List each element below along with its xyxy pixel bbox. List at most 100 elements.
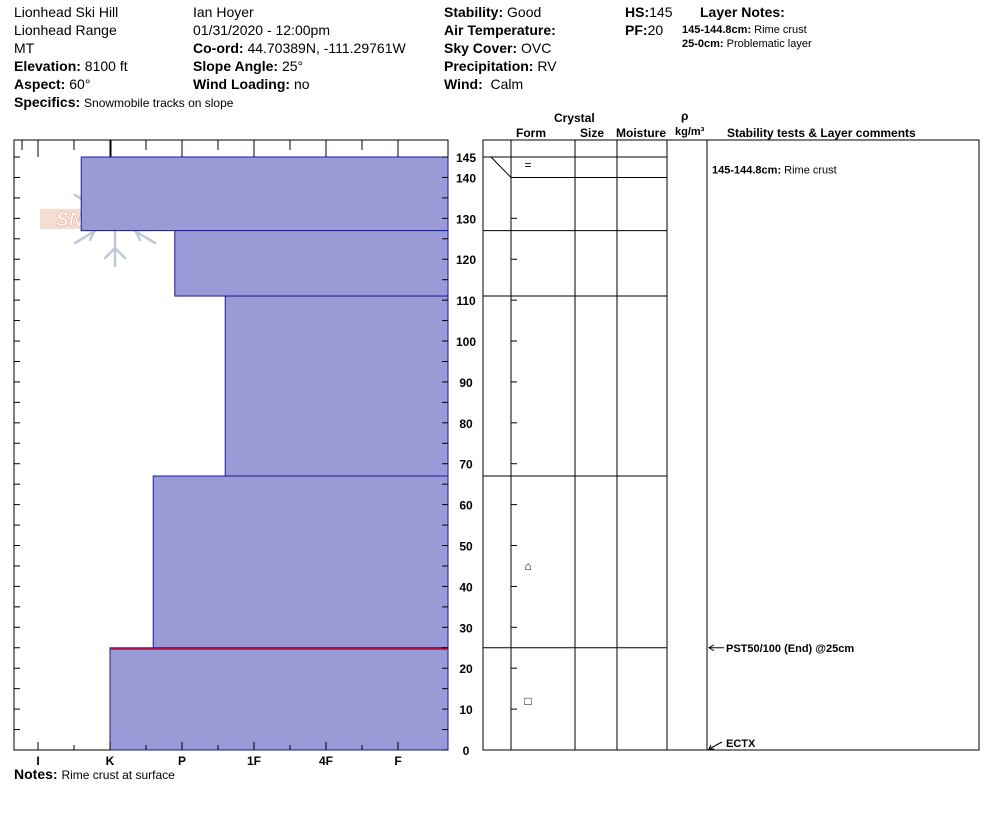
size-header: Size bbox=[580, 126, 605, 140]
hardness-tick-label: F bbox=[394, 754, 401, 768]
pf-label: PF: bbox=[625, 22, 648, 38]
notes-label: Notes: bbox=[14, 766, 58, 782]
hardness-layer-bar bbox=[80, 156, 449, 232]
stability-label: Stability: bbox=[444, 4, 504, 20]
location-name: Lionhead Ski Hill bbox=[14, 4, 119, 20]
layer-note-range: 145-144.8cm: bbox=[682, 24, 752, 36]
depth-tick-label: 50 bbox=[459, 540, 473, 554]
density-unit-header: kg/m³ bbox=[675, 126, 705, 138]
sky-value: OVC bbox=[521, 40, 552, 56]
depth-tick-label: 120 bbox=[456, 253, 476, 267]
sky-field: Sky Cover: OVC bbox=[444, 40, 551, 56]
layer-connector-line bbox=[490, 156, 512, 178]
hardness-tick-label: 4F bbox=[319, 754, 333, 768]
moisture-header: Moisture bbox=[616, 126, 667, 140]
elevation-value: 8100 ft bbox=[84, 58, 128, 74]
specifics-field: Specifics: Snowmobile tracks on slope bbox=[14, 94, 233, 111]
layer-rows bbox=[483, 156, 667, 649]
layer-note: 25-0cm: Problematic layer bbox=[682, 37, 812, 51]
test-arrow-line bbox=[708, 741, 723, 750]
slope-label: Slope Angle: bbox=[193, 58, 279, 74]
wind-loading-field: Wind Loading: no bbox=[193, 76, 310, 92]
air-temp-field: Air Temperature: bbox=[444, 22, 556, 38]
depth-tick-label: 100 bbox=[456, 335, 476, 349]
layer-comment-range: 145-144.8cm: bbox=[712, 164, 784, 176]
coord-value: 44.70389N, -111.29761W bbox=[247, 40, 406, 56]
stability-tests: PST50/100 (End) @25cm ECTX bbox=[708, 643, 854, 750]
stability-value: Good bbox=[507, 4, 542, 20]
layer-comment-text: Rime crust bbox=[784, 164, 837, 176]
notes-value: Rime crust at surface bbox=[61, 768, 175, 782]
hardness-layer-bar bbox=[174, 230, 449, 297]
precip-value: RV bbox=[537, 58, 557, 74]
slope-field: Slope Angle: 25° bbox=[193, 58, 303, 74]
depth-tick-label: 0 bbox=[463, 744, 470, 758]
hardness-layer-bar bbox=[224, 295, 449, 477]
hardness-tick-label: P bbox=[178, 754, 186, 768]
table-ticks bbox=[511, 176, 517, 751]
form-header: Form bbox=[516, 126, 546, 140]
observation-datetime: 01/31/2020 - 12:00pm bbox=[193, 22, 330, 38]
layer-note: 145-144.8cm: Rime crust bbox=[682, 23, 807, 37]
depth-tick-label: 40 bbox=[459, 580, 473, 594]
observer-name: Ian Hoyer bbox=[193, 4, 254, 20]
hardness-tick-label: K bbox=[106, 754, 115, 768]
state-name: MT bbox=[14, 40, 35, 56]
coord-field: Co-ord: 44.70389N, -111.29761W bbox=[193, 40, 406, 56]
range-name: Lionhead Range bbox=[14, 22, 117, 38]
aspect-label: Aspect: bbox=[14, 76, 66, 92]
precip-field: Precipitation: RV bbox=[444, 58, 557, 74]
aspect-field: Aspect: 60° bbox=[14, 76, 90, 92]
hardness-layer-bar bbox=[109, 647, 449, 751]
grain-symbols: = ⌂ □ bbox=[524, 158, 531, 708]
hardness-tick-label: 1F bbox=[247, 754, 261, 768]
hs-label: HS: bbox=[625, 4, 650, 20]
hardness-ticks: I K P 1F 4F F bbox=[21, 140, 402, 768]
wind-value: Calm bbox=[490, 76, 524, 92]
depth-tick-label: 20 bbox=[459, 662, 473, 676]
comments-header: Stability tests & Layer comments bbox=[727, 126, 916, 140]
grain-symbol: = bbox=[524, 158, 531, 172]
grain-symbol: ⌂ bbox=[524, 559, 531, 573]
grain-symbol: □ bbox=[524, 694, 531, 708]
coord-label: Co-ord: bbox=[193, 40, 244, 56]
layer-notes-label: Layer Notes: bbox=[700, 4, 785, 20]
depth-tick-label: 90 bbox=[459, 376, 473, 390]
sky-label: Sky Cover: bbox=[444, 40, 518, 56]
wind-label: Wind: bbox=[444, 76, 483, 92]
wind-loading-value: no bbox=[293, 76, 310, 92]
specifics-value: Snowmobile tracks on slope bbox=[84, 96, 234, 110]
pf-value: 20 bbox=[647, 22, 664, 38]
slope-value: 25° bbox=[281, 58, 304, 74]
depth-tick-label: 30 bbox=[459, 621, 473, 635]
hardness-ruler bbox=[110, 139, 449, 158]
pf-field: PF:20 bbox=[625, 22, 663, 38]
depth-tick-label: 110 bbox=[456, 294, 476, 308]
stability-test-label: PST50/100 (End) @25cm bbox=[726, 643, 854, 655]
hardness-layer-bar bbox=[152, 475, 449, 649]
layer-note-text: Rime crust bbox=[754, 24, 807, 36]
layer-comments: 145-144.8cm: Rime crust bbox=[712, 164, 837, 176]
layer-table-frame bbox=[482, 139, 980, 751]
elevation-field: Elevation: 8100 ft bbox=[14, 58, 128, 74]
elevation-label: Elevation: bbox=[14, 58, 81, 74]
rho-header: ρ bbox=[681, 109, 689, 123]
layer-comment: 145-144.8cm: Rime crust bbox=[712, 164, 837, 176]
hardness-tick-label: I bbox=[36, 754, 39, 768]
hs-field: HS:145 bbox=[625, 4, 672, 20]
depth-tick-label: 80 bbox=[459, 417, 473, 431]
layer-note-range: 25-0cm: bbox=[682, 38, 724, 50]
depth-tick-label: 140 bbox=[456, 171, 476, 185]
test-arrow-head bbox=[708, 744, 714, 750]
wind-field: Wind: Calm bbox=[444, 76, 523, 92]
aspect-value: 60° bbox=[69, 76, 91, 92]
notes-field: Notes: Rime crust at surface bbox=[14, 766, 175, 783]
crystal-header: Crystal bbox=[554, 111, 595, 125]
hardness-layers bbox=[80, 156, 449, 751]
depth-tick-label: 70 bbox=[459, 458, 473, 472]
depth-tick-label: 130 bbox=[456, 212, 476, 226]
specifics-label: Specifics: bbox=[14, 94, 81, 110]
stability-test-label: ECTX bbox=[726, 738, 756, 750]
